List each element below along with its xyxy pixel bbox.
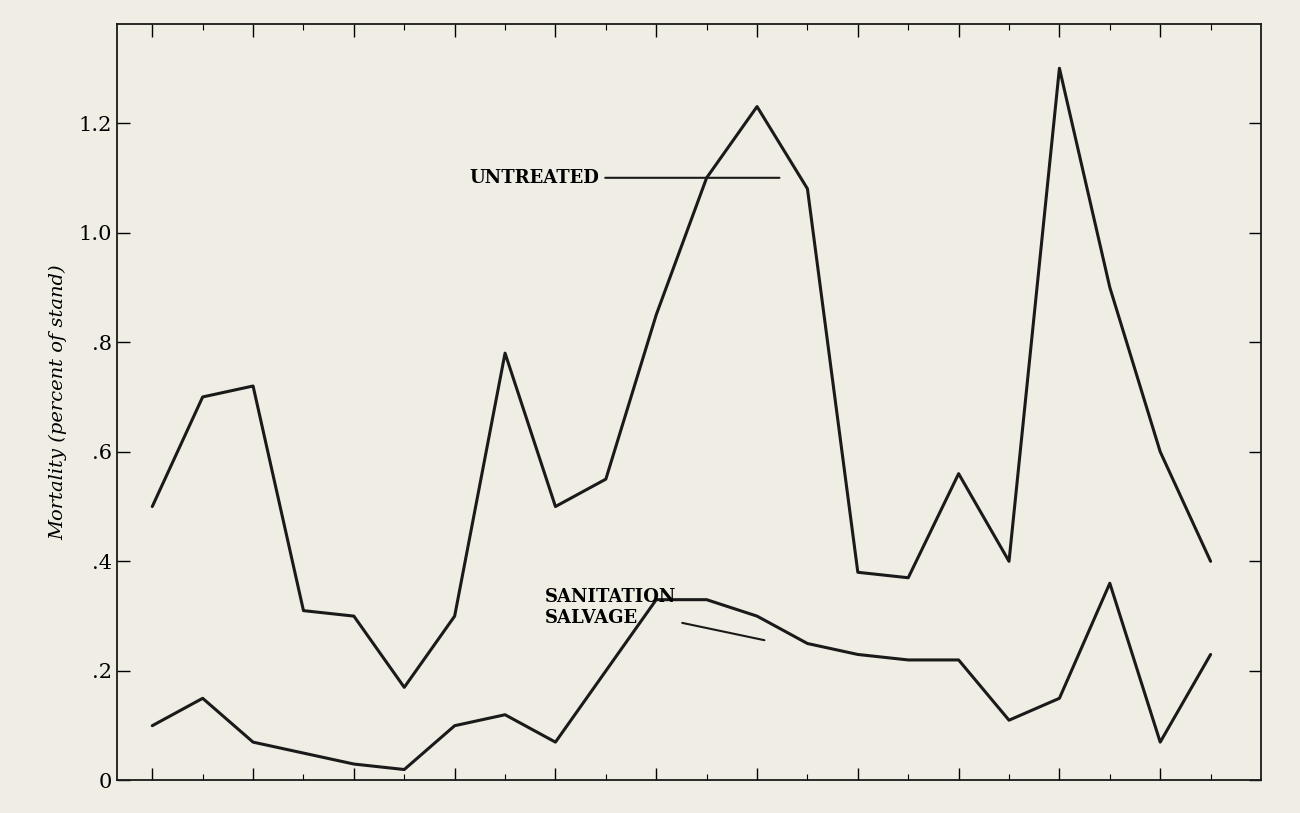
Y-axis label: Mortality (percent of stand): Mortality (percent of stand)	[49, 264, 68, 541]
Text: SANITATION
SALVAGE: SANITATION SALVAGE	[546, 589, 764, 640]
Text: UNTREATED: UNTREATED	[469, 169, 780, 187]
